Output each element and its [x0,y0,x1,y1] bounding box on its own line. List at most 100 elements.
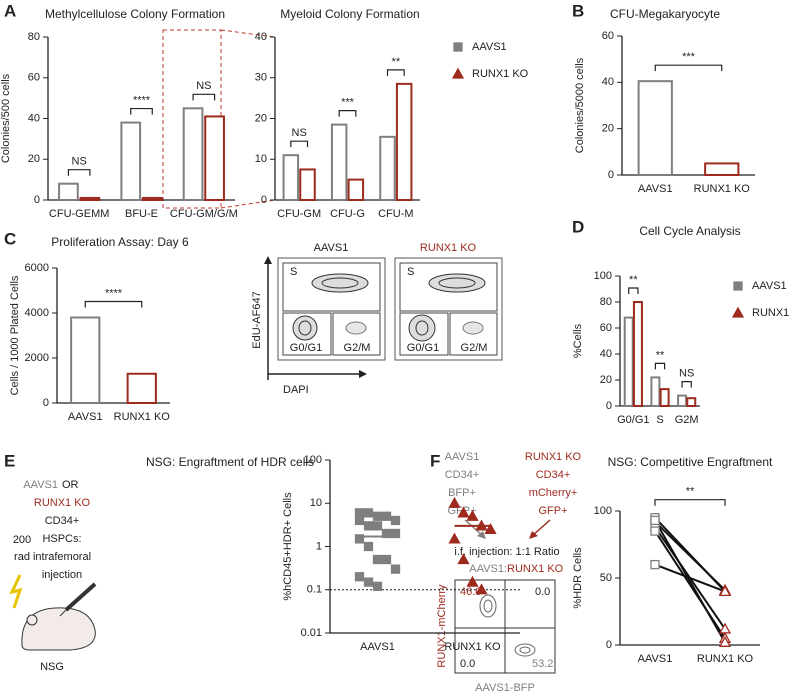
schematic-text: CD34+ [45,515,80,527]
contour [408,314,436,342]
y-tick-label: 60 [600,322,612,334]
mouse-label: NSG [40,661,64,673]
bar [141,196,163,201]
schematic-text: intrafemoral [33,551,91,563]
contour [298,320,312,336]
chart-title: Proliferation Assay: Day 6 [51,235,189,249]
flow-x-label: AAVS1-BFP [475,682,535,694]
gate [399,262,498,312]
significance-bracket [290,140,309,148]
y-tick-label: 0 [43,397,49,409]
quadrant-value: 0.0 [535,586,550,598]
y-tick-label: 10 [310,497,322,509]
significance-bracket [130,107,153,115]
y-tick-label: 2000 [25,352,49,364]
significance-bracket [654,362,666,370]
contour [428,273,486,293]
quadrant-value: 46.0 [460,586,481,598]
gate [282,262,381,312]
marker [390,564,401,574]
bar [637,80,673,176]
gate [449,312,498,356]
significance-label: NS [72,156,87,168]
bar [70,316,101,404]
arrowhead [477,531,486,539]
bar [282,154,300,202]
bar [347,178,365,201]
chart-title: Cell Cycle Analysis [639,224,740,238]
marker [718,585,732,597]
radiation-icon [9,574,23,609]
contour [462,321,484,335]
x-tick-label: RUNX1 KO [697,653,754,665]
marker [733,281,743,291]
y-axis-label: Cells / 1000 Plated Cells [9,275,21,395]
bar [120,121,142,201]
gate-label: S [290,266,297,278]
x-tick-label: AAVS1 [638,183,673,195]
zoom-line [220,29,276,38]
chart-title: NSG: Competitive Engraftment [608,455,773,469]
y-axis-label: %hCD45+HDR+ Cells [282,492,294,601]
panel-label: A [4,1,16,20]
marker [372,581,383,591]
marker [457,506,470,518]
significance-bracket [386,69,405,76]
legend-label: AAVS1 [472,41,507,53]
schematic-text: AAVS1 [23,479,58,491]
marker [484,522,497,534]
pair-line [654,519,726,643]
y-tick-label: 4000 [25,307,49,319]
bar [395,82,413,201]
gate-label: G2/M [344,342,371,354]
bar [632,301,643,407]
contour [311,273,369,293]
x-tick-label: CFU-G [330,208,365,220]
bar [58,182,79,201]
significance-bracket [67,169,91,176]
schematic-text: mCherry+ [529,487,578,499]
schematic-text: AAVS1 [445,451,480,463]
panel-label: B [572,1,584,20]
cell-cycle-flow: AAVS1 RUNX1 KO S G0/G1 G2/M S G0/G1 G2/M… [251,242,503,396]
legend-label: AAVS1 [752,280,787,292]
chart-title: Methylcellulose Colony Formation [45,7,225,21]
contour [514,643,536,657]
y-axis-label: %HDR Cells [572,547,584,609]
schematic-text: RUNX1 KO [525,451,582,463]
bar [330,123,348,201]
x-tick-label: S [656,414,663,426]
schematic-text: RUNX1 KO [34,497,91,509]
y-axis-label: %Cells [572,323,584,358]
marker [475,583,488,595]
chart-title: Myeloid Colony Formation [280,7,419,21]
arrowhead [359,370,367,378]
x-tick-label: CFU-GM [277,208,321,220]
marker [448,496,461,508]
x-tick-label: AAVS1 [360,641,395,653]
bar [79,196,101,201]
marker [650,526,660,536]
y-tick-label: 20 [600,374,612,386]
flow-title: AAVS1 [314,242,349,254]
significance-bracket [654,64,723,72]
x-tick-label: CFU-GM/G/M [170,208,238,220]
y-tick-label: 1 [316,540,322,552]
marker [372,511,383,521]
y-tick-label: 40 [602,76,614,88]
marker [372,521,383,531]
gate [399,312,449,356]
marker [354,534,365,544]
y-tick-label: 20 [255,112,267,124]
y-tick-label: 30 [255,72,267,84]
y-tick-label: 0 [606,639,612,651]
y-tick-label: 100 [594,505,612,517]
y-tick-label: 0 [608,169,614,181]
x-tick-label: AAVS1 [638,653,673,665]
bar [299,168,316,201]
schematic-text: AAVS1: [469,563,507,575]
flow-y-label: EdU-AF647 [251,291,263,348]
arrow [531,519,551,537]
contour [519,646,531,654]
flow-frame [277,257,386,361]
